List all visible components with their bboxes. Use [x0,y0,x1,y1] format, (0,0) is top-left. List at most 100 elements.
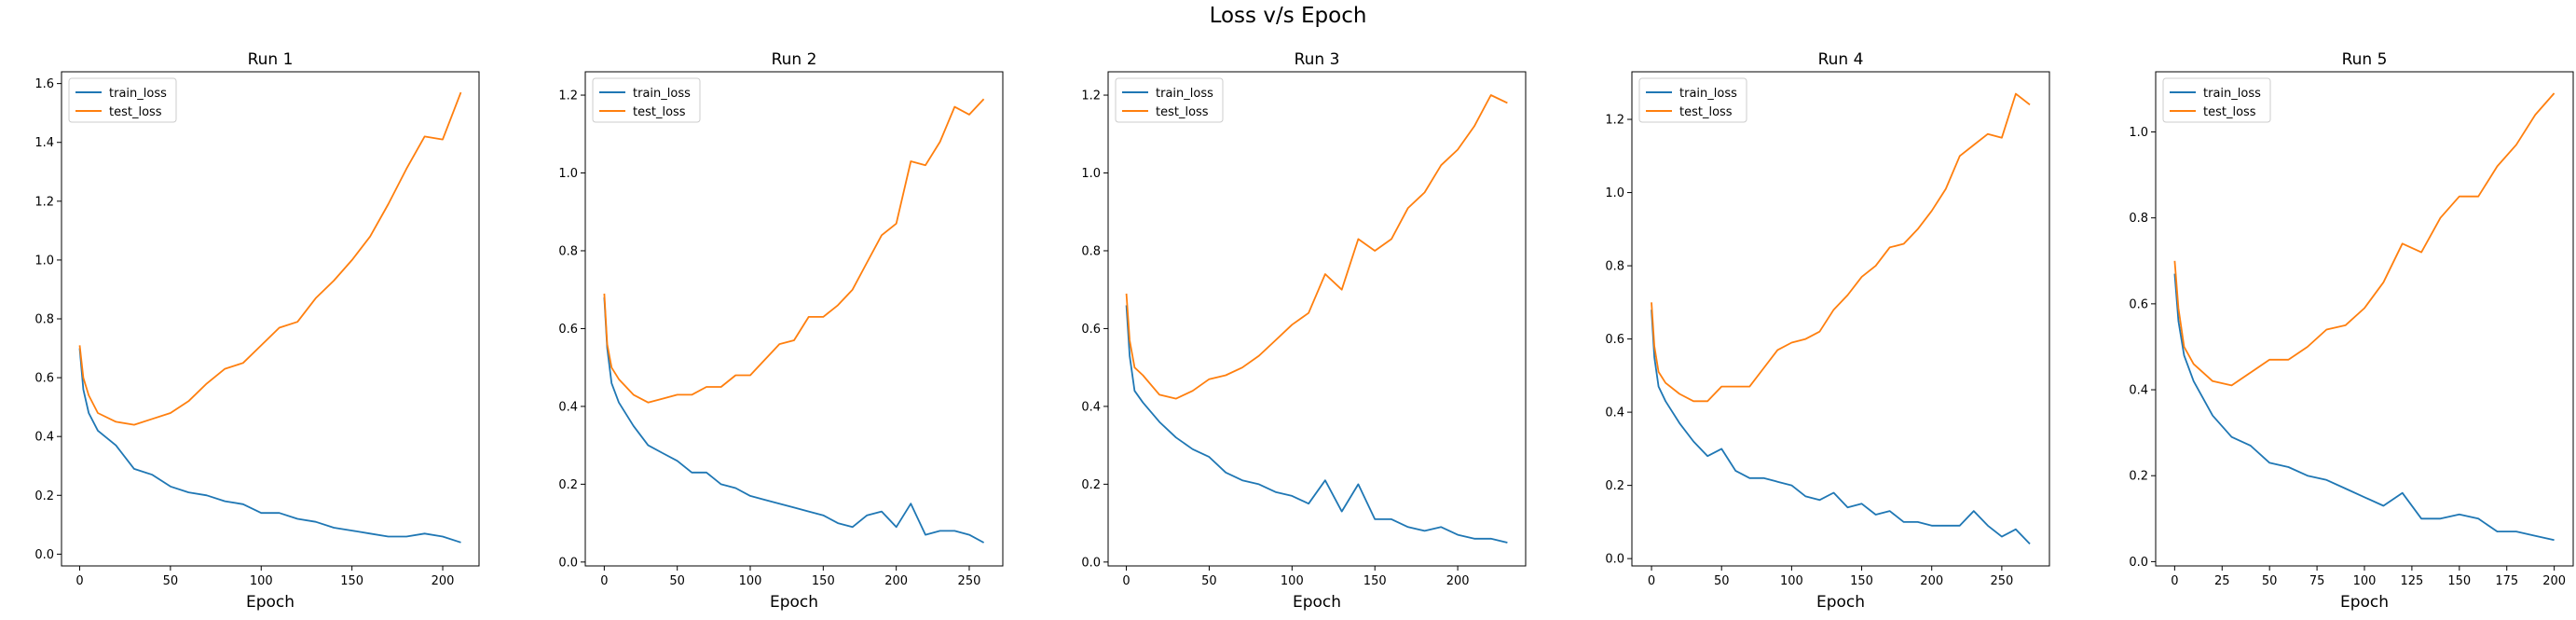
subplot-title: Run 4 [1818,50,1864,69]
y-tick-label: 1.0 [2129,126,2148,140]
y-tick-label: 0.0 [1081,556,1101,570]
x-tick-label: 125 [2400,574,2423,588]
legend-label: train_loss [1156,87,1213,101]
legend-label: test_loss [1156,105,1209,119]
x-tick-label: 200 [884,574,908,588]
subplot-title: Run 1 [248,50,294,69]
y-tick-label: 0.0 [34,548,54,562]
axes-frame [1107,71,1527,567]
subplot-title: Run 5 [2342,50,2388,69]
x-tick-label: 75 [2309,574,2325,588]
figure-title: Loss v/s Epoch [1209,4,1367,28]
legend-label: train_loss [633,87,691,101]
subplot-run-1: Run 1 0 50 100 150 200 0.0 0.2 0.4 0.6 0.8 1.0 1.2 1.… [34,50,480,612]
legend-label: test_loss [2203,105,2256,119]
subplot-run-4: Run 4 0 50 100 150 200 250 0.0 0.2 0.4 0.6 0.8 1.0 1.… [1605,50,2050,612]
y-tick-label: 0.6 [34,372,54,386]
axes-frame [61,71,480,567]
y-tick-label: 0.2 [1081,478,1101,492]
x-tick-label: 200 [1920,574,1943,588]
x-tick-label: 100 [739,574,762,588]
y-tick-label: 0.0 [2129,556,2148,570]
x-tick-label: 0 [1122,574,1130,588]
y-tick-label: 0.0 [558,556,578,570]
y-tick-label: 0.4 [2129,384,2148,398]
y-tick-label: 0.8 [558,244,578,258]
axes-frame [2155,71,2574,567]
y-tick-label: 1.0 [1605,186,1624,200]
legend-label: test_loss [1679,105,1733,119]
x-tick-label: 0 [2171,574,2178,588]
legend: train_loss test_loss [1638,77,1747,123]
subplot-title: Run 3 [1295,50,1340,69]
x-tick-label: 50 [2262,574,2278,588]
x-tick-label: 50 [669,574,685,588]
y-tick-label: 0.2 [2129,470,2148,484]
legend-label: train_loss [2203,87,2261,101]
y-tick-label: 0.6 [1081,323,1101,337]
legend: train_loss test_loss [68,77,177,123]
y-tick-label: 0.8 [1081,244,1101,258]
y-tick-label: 0.6 [2129,297,2148,311]
y-tick-label: 1.0 [34,254,54,268]
x-tick-label: 200 [432,574,455,588]
x-axis-label: Epoch [1293,593,1341,612]
series-line-train_loss [1125,305,1508,544]
y-tick-label: 1.0 [1081,167,1101,181]
legend: train_loss test_loss [2162,77,2271,123]
series-line-test_loss [78,91,462,426]
x-tick-label: 150 [1850,574,1873,588]
x-tick-label: 150 [340,574,363,588]
x-tick-label: 50 [1201,574,1217,588]
y-tick-label: 1.2 [1605,114,1624,128]
x-tick-label: 150 [1363,574,1387,588]
y-tick-label: 1.2 [34,195,54,209]
y-tick-label: 0.8 [34,313,54,327]
legend-label: train_loss [1679,87,1737,101]
y-tick-label: 0.4 [1081,400,1101,414]
series-line-train_loss [603,296,985,544]
x-tick-label: 100 [1281,574,1304,588]
x-axis-label: Epoch [1816,593,1865,612]
x-tick-label: 150 [2447,574,2471,588]
series-line-train_loss [2173,273,2555,542]
y-tick-label: 0.2 [558,478,578,492]
y-tick-label: 0.8 [2129,212,2148,226]
x-tick-label: 50 [163,574,179,588]
y-tick-label: 1.4 [34,136,54,150]
y-tick-label: 0.8 [1605,260,1624,274]
series-line-train_loss [1651,310,2031,545]
subplot-run-2: Run 2 0 50 100 150 200 250 0.0 0.2 0.4 0.6 0.8 1.0 1.… [558,50,1004,612]
legend-label: train_loss [109,87,167,101]
legend: train_loss test_loss [1115,77,1224,123]
x-tick-label: 250 [958,574,981,588]
y-tick-label: 1.2 [1081,90,1101,103]
x-tick-label: 0 [75,574,83,588]
x-tick-label: 250 [1990,574,2013,588]
y-tick-label: 1.6 [34,77,54,91]
y-tick-label: 1.0 [558,167,578,181]
y-tick-label: 0.2 [34,489,54,503]
x-tick-label: 100 [250,574,273,588]
series-line-test_loss [1651,92,2031,403]
x-tick-label: 200 [1446,574,1470,588]
x-tick-label: 0 [1648,574,1655,588]
series-line-test_loss [2173,92,2555,387]
x-tick-label: 0 [600,574,608,588]
subplot-title: Run 2 [772,50,817,69]
subplot-run-3: Run 3 0 50 100 150 200 0.0 0.2 0.4 0.6 0.8 1.0 1.2 Ep… [1081,50,1527,612]
x-tick-label: 50 [1714,574,1730,588]
legend-label: test_loss [109,105,162,119]
x-axis-label: Epoch [2340,593,2389,612]
subplot-run-5: Run 5 0 25 50 75 100 125 150 175 200 0.0 0.2 0.4 0.6 0… [2129,50,2574,612]
x-tick-label: 150 [812,574,835,588]
y-tick-label: 1.2 [558,90,578,103]
axes-frame [1631,71,2050,567]
axes-frame [584,71,1004,567]
y-tick-label: 0.0 [1605,553,1624,567]
legend-label: test_loss [633,105,686,119]
y-tick-label: 0.6 [1605,333,1624,347]
y-tick-label: 0.4 [34,431,54,445]
